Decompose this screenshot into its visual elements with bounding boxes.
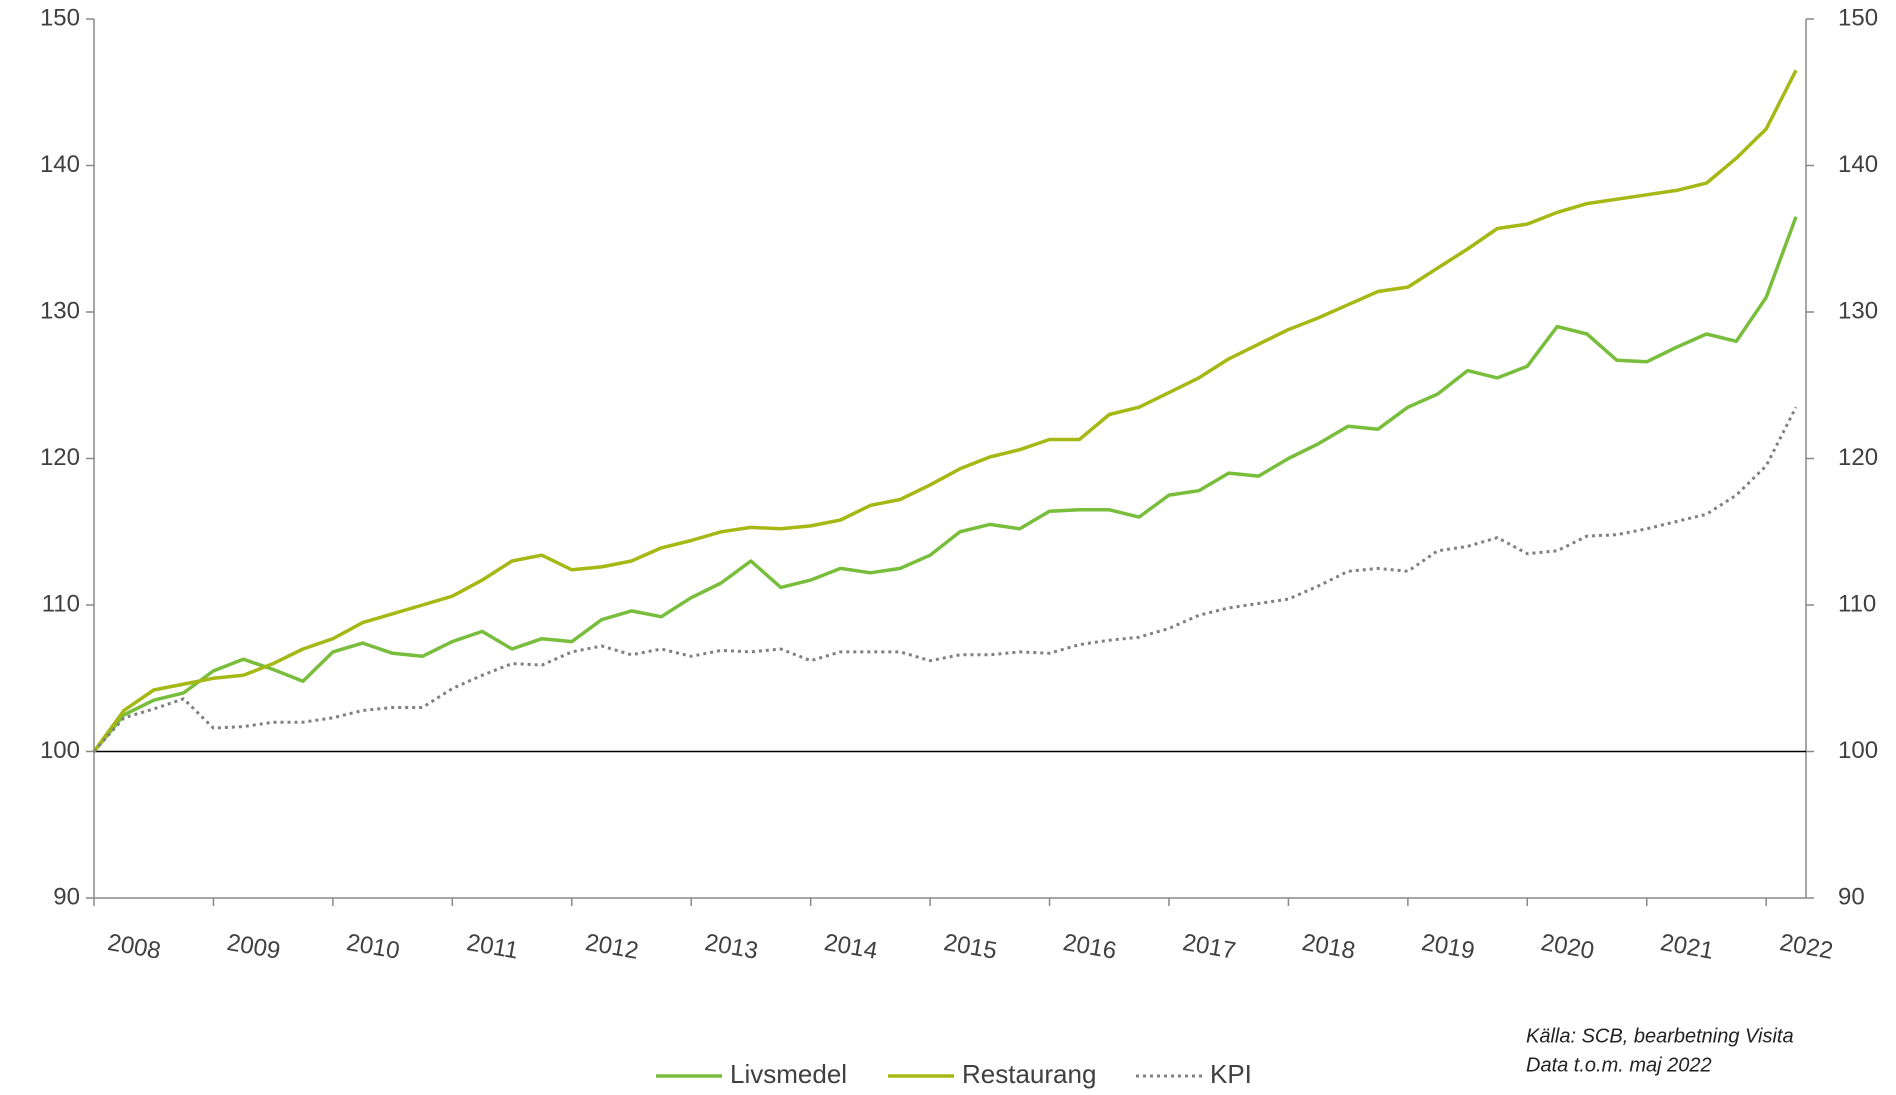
x-tick-label: 2018 (1300, 929, 1357, 965)
y2-tick-label: 130 (1838, 297, 1878, 324)
y-tick-label: 150 (40, 4, 80, 31)
source-note: Data t.o.m. maj 2022 (1526, 1054, 1712, 1076)
series-line (92, 406, 1798, 753)
series-line (92, 69, 1798, 753)
y2-tick-label: 150 (1838, 4, 1878, 31)
y2-tick-label: 110 (1838, 590, 1876, 617)
x-tick-label: 2008 (106, 929, 163, 965)
legend-label: Livsmedel (730, 1059, 847, 1089)
x-tick-label: 2013 (703, 929, 760, 965)
x-tick-label: 2009 (225, 929, 282, 965)
y-tick-label: 120 (40, 444, 80, 471)
x-tick-label: 2020 (1539, 929, 1596, 965)
y2-tick-label: 100 (1838, 737, 1878, 764)
x-tick-label: 2011 (465, 929, 521, 965)
x-tick-label: 2022 (1778, 929, 1835, 965)
x-tick-label: 2014 (822, 929, 879, 965)
y-tick-label: 110 (42, 590, 80, 617)
source-note: Källa: SCB, bearbetning Visita (1526, 1025, 1794, 1047)
legend-label: KPI (1210, 1059, 1252, 1089)
x-tick-label: 2021 (1658, 929, 1715, 965)
series-line (92, 216, 1798, 753)
y-tick-label: 100 (40, 737, 80, 764)
y-tick-label: 90 (53, 883, 80, 910)
x-tick-label: 2010 (344, 929, 401, 965)
x-tick-label: 2019 (1419, 929, 1476, 965)
x-tick-label: 2017 (1181, 929, 1238, 965)
y-tick-label: 130 (40, 297, 80, 324)
x-tick-label: 2016 (1061, 929, 1118, 965)
y2-tick-label: 140 (1838, 151, 1878, 178)
y2-tick-label: 120 (1838, 444, 1878, 471)
y-tick-label: 140 (40, 151, 80, 178)
y2-tick-label: 90 (1838, 883, 1865, 910)
x-tick-label: 2012 (583, 929, 640, 965)
x-tick-label: 2015 (942, 929, 999, 965)
legend-label: Restaurang (962, 1059, 1096, 1089)
